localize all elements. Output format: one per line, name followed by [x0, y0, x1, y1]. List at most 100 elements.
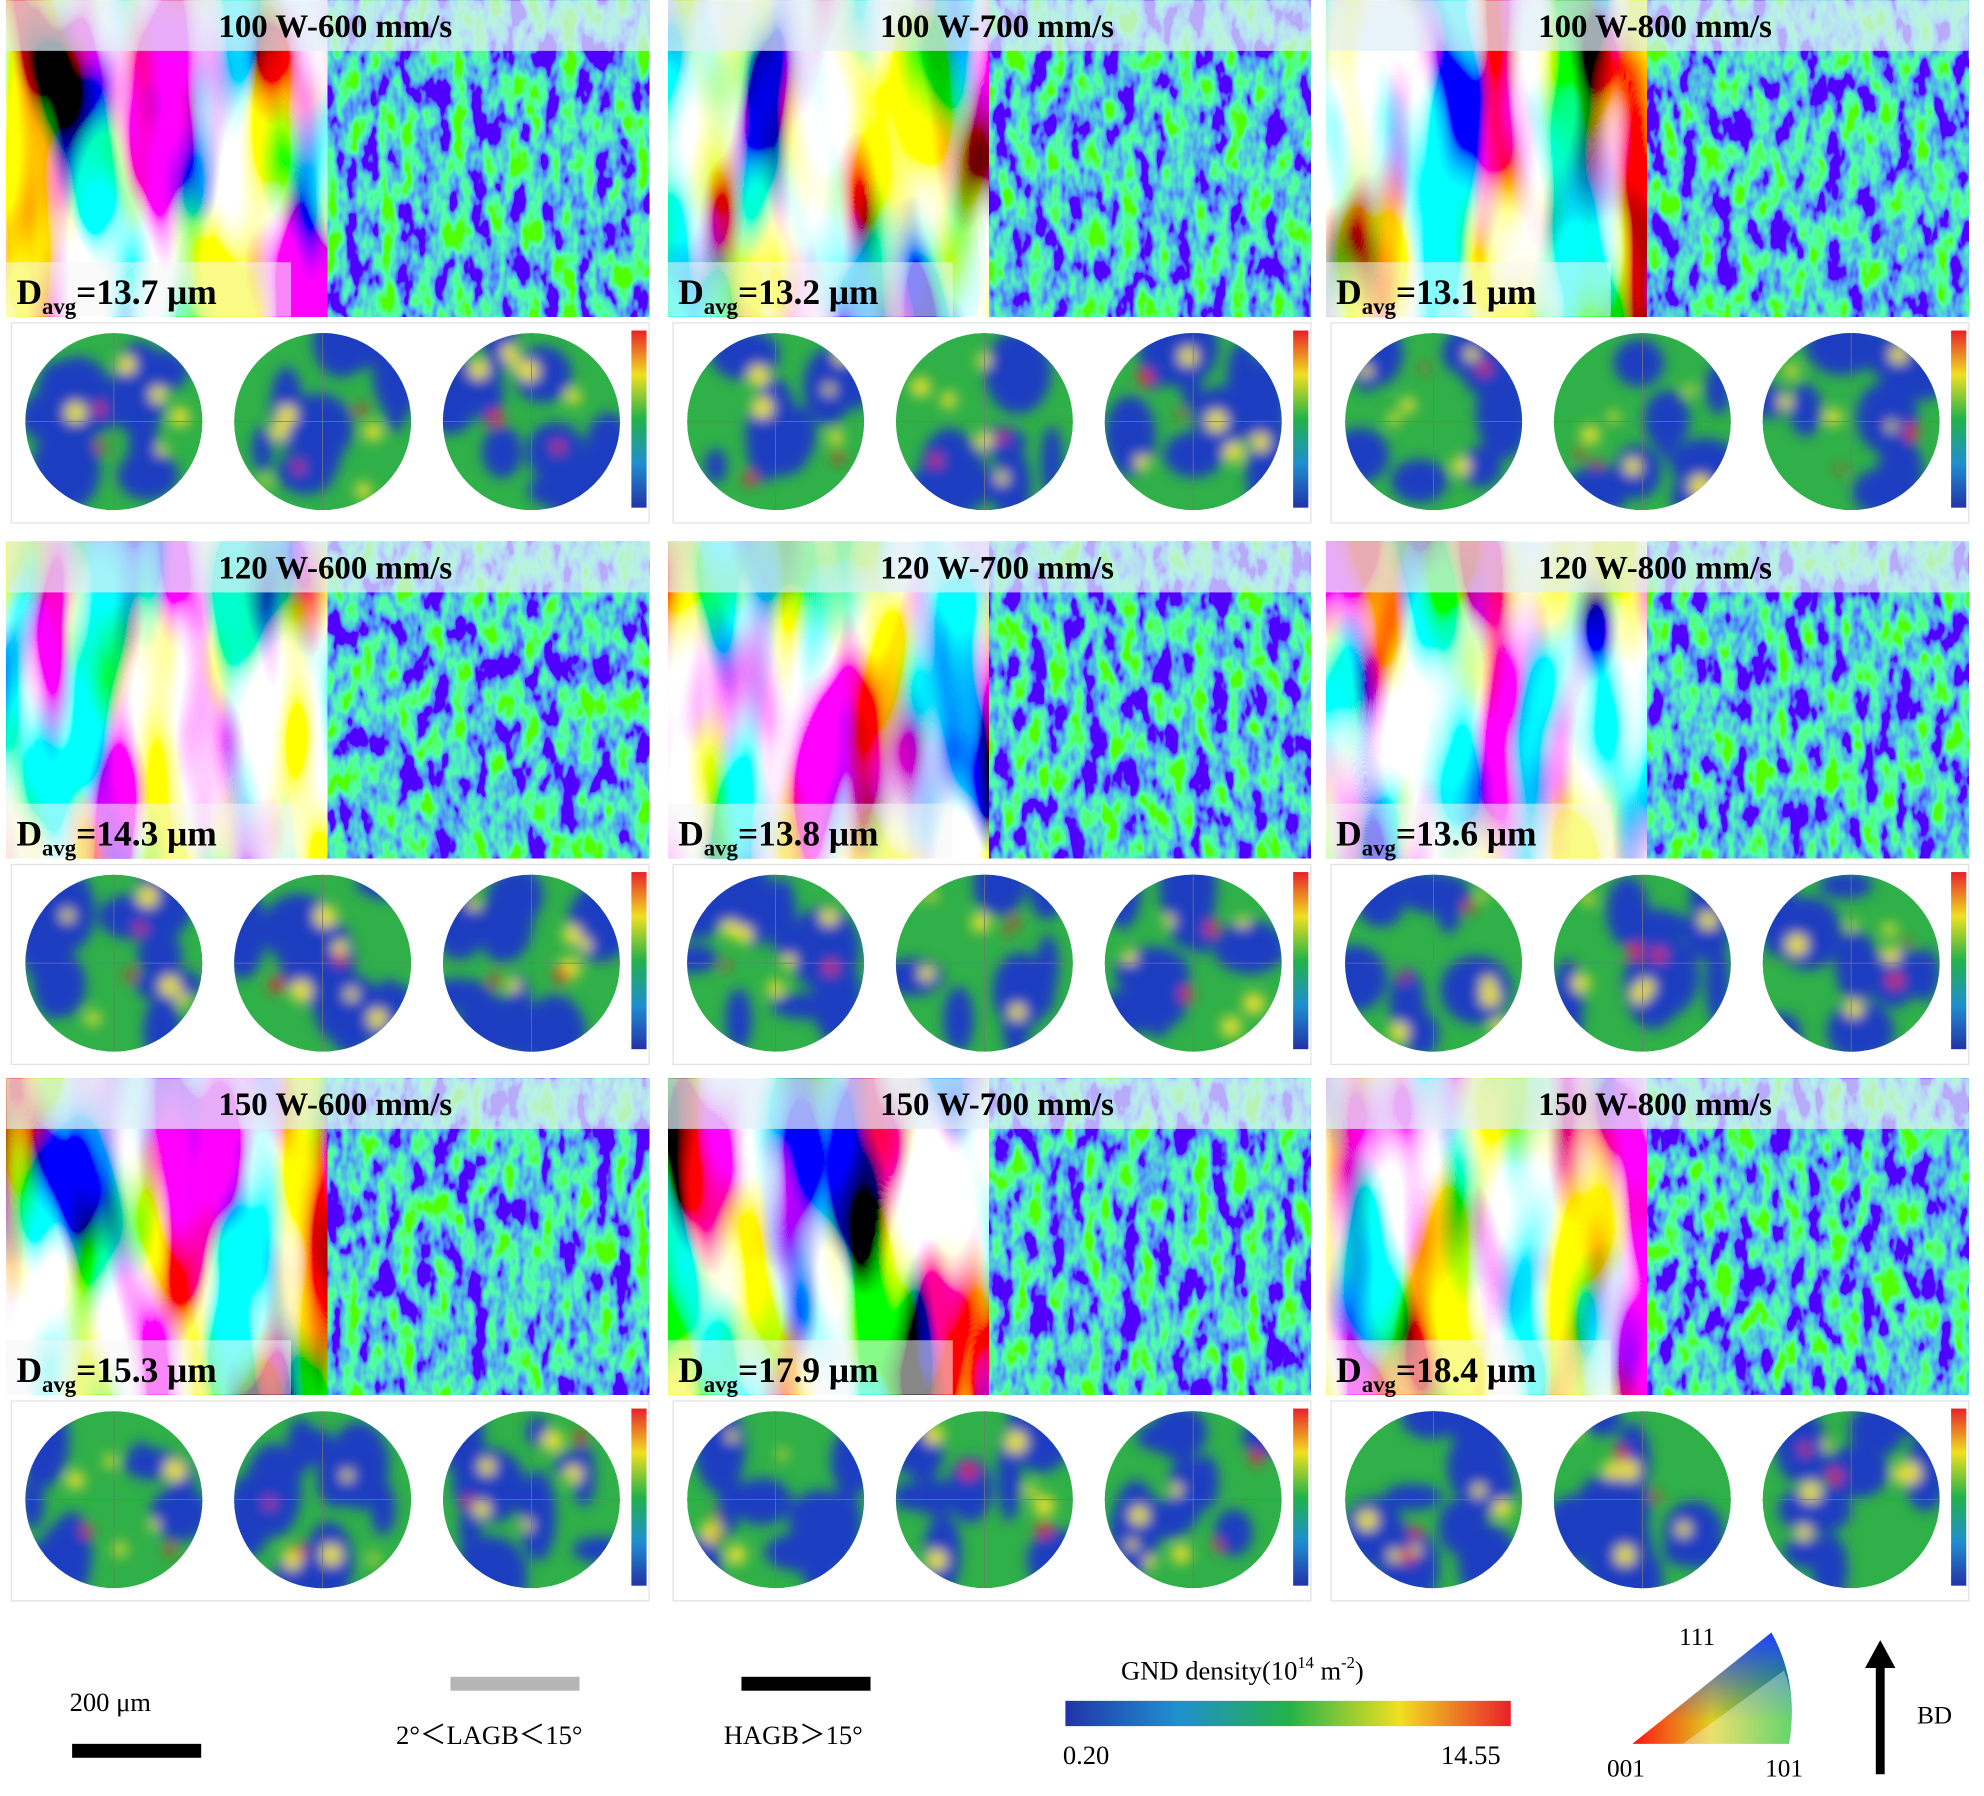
pole-high [961, 1463, 977, 1479]
pole-mid [113, 1542, 127, 1557]
gnd-map [1647, 1078, 1969, 1395]
pole-low [1574, 1475, 1633, 1542]
pole-high [1652, 948, 1666, 962]
pole-mid [940, 391, 957, 409]
pole-high [1137, 370, 1153, 386]
pole-low [1826, 1001, 1895, 1052]
bd-label: BD [1917, 1702, 1952, 1730]
legend: 200 μm 2°＜LAGB＜15° HAGB＞15° GND density(… [70, 1623, 1953, 1783]
davg-band [668, 262, 953, 317]
pole-mid [1387, 412, 1401, 426]
pole-texture [1553, 1411, 1727, 1589]
pole-mid [976, 353, 991, 368]
pole-mid [341, 1469, 353, 1482]
gnd-map [989, 0, 1311, 317]
pole-high [334, 952, 346, 965]
pole-high [93, 403, 105, 415]
pole-low [251, 426, 273, 472]
gnd-title-unit-exp: -2 [1341, 1653, 1355, 1672]
pole-texture [687, 1411, 865, 1589]
pole-mid [751, 396, 774, 419]
pole-low [1835, 930, 1878, 1002]
pole-mid [500, 344, 519, 363]
davg-symbol: D [1336, 272, 1362, 312]
pole-mid [995, 471, 1009, 485]
pole-mid [1821, 1440, 1832, 1451]
pole-low [1135, 1421, 1203, 1453]
lagb-swatch [450, 1676, 580, 1691]
pole-mid [823, 384, 835, 395]
davg-value: =14.3 μm [76, 813, 217, 853]
pole-low [1632, 911, 1679, 973]
pole-low [687, 944, 718, 973]
pole-mid [1024, 1484, 1038, 1497]
pole-mid [562, 925, 582, 945]
pole-high [997, 432, 1008, 443]
pole-colorbar [631, 1408, 647, 1586]
gnd-min: 0.20 [1063, 1740, 1109, 1770]
pole-mid [314, 905, 337, 928]
pole-mid [355, 482, 372, 499]
pole-mid [926, 1549, 947, 1571]
ipf-111: 111 [1679, 1623, 1715, 1651]
pole-mid [1477, 890, 1488, 902]
pole-mid [1630, 985, 1649, 1004]
pole-high [293, 1544, 306, 1557]
pole-low [1655, 394, 1678, 461]
pole-low [316, 1448, 355, 1508]
gnd-title-close: ) [1355, 1655, 1364, 1685]
pole-low [519, 1470, 557, 1562]
pole-mid [1684, 384, 1696, 396]
pole-mid [259, 476, 271, 488]
pole-figure [1553, 874, 1731, 1052]
pole-low [1139, 333, 1169, 391]
davg-symbol: D [678, 272, 704, 312]
pole-high [81, 1525, 93, 1537]
pole-low [523, 994, 586, 1052]
pole-mid [345, 988, 358, 1001]
pole-mid [66, 1471, 85, 1490]
pole-high [488, 410, 504, 426]
pole-mid [367, 1553, 380, 1565]
pole-low [1663, 1501, 1724, 1565]
ipf-overlay [1632, 1632, 1792, 1744]
pole-mid [156, 443, 168, 456]
pole-mid [473, 1500, 491, 1518]
title-band [6, 541, 650, 593]
pole-low [776, 406, 817, 463]
pole-low [135, 350, 189, 392]
pole-figure [1762, 874, 1940, 1052]
pole-mid [1492, 1499, 1513, 1519]
pole-mid [61, 909, 74, 922]
pole-colorbar [1293, 330, 1309, 508]
pole-high [355, 404, 367, 416]
pole-colorbar [631, 330, 647, 508]
pole-low [770, 993, 841, 1020]
davg-subscript: avg [704, 294, 739, 319]
davg-symbol: D [678, 1350, 704, 1390]
panel: 150 W-600 mm/s Davg=15.3 μm [6, 1078, 650, 1602]
pole-low [1013, 360, 1043, 393]
pole-mid [565, 388, 582, 405]
pole-high [1800, 1444, 1810, 1455]
pole-mid [776, 1449, 788, 1460]
pole-low [704, 448, 727, 484]
pole-mid [726, 1544, 747, 1565]
pole-mid [521, 1519, 533, 1531]
davg-subscript: avg [704, 1372, 739, 1397]
pole-low [1778, 1485, 1852, 1535]
pole-colorbar [1951, 872, 1967, 1050]
pole-high [96, 442, 106, 452]
pole-mid [1163, 914, 1176, 927]
pole-mid [1033, 1494, 1055, 1517]
pole-mid [1472, 1484, 1486, 1498]
pole-low [947, 1456, 993, 1523]
gnd-map [1647, 541, 1969, 859]
pole-mid [1882, 922, 1897, 937]
pole-high [1003, 927, 1012, 936]
pole-high [265, 1498, 275, 1508]
pole-low [1159, 874, 1217, 934]
davg-symbol: D [16, 1350, 42, 1390]
pole-low [1460, 446, 1502, 488]
pole-mid [1220, 1016, 1242, 1038]
